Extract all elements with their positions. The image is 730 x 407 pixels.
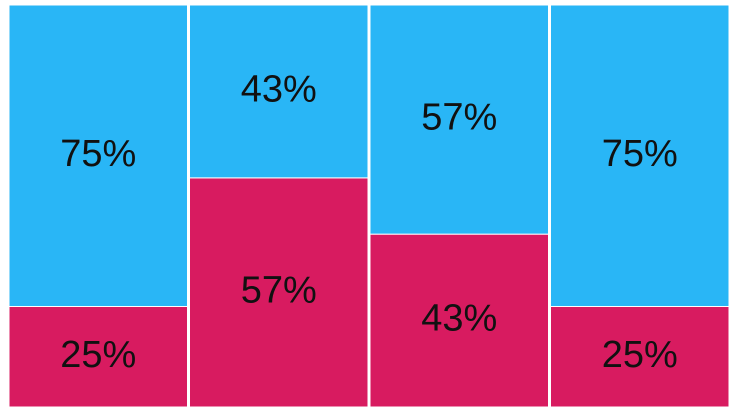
bar-segment	[8, 4, 188, 307]
data-label: 75%	[602, 133, 678, 175]
bar-segment	[369, 233, 549, 407]
data-label: 57%	[241, 269, 317, 311]
data-label: 57%	[421, 97, 497, 139]
bar-segment	[550, 4, 730, 307]
data-label: 43%	[241, 68, 317, 110]
data-label: 25%	[60, 334, 136, 376]
bar-segment	[189, 177, 369, 407]
data-label: 25%	[602, 334, 678, 376]
bar-segment	[8, 306, 188, 407]
bar-segment	[189, 4, 369, 179]
data-label: 43%	[421, 298, 497, 340]
data-label: 75%	[60, 133, 136, 175]
bar-segment	[369, 4, 549, 235]
